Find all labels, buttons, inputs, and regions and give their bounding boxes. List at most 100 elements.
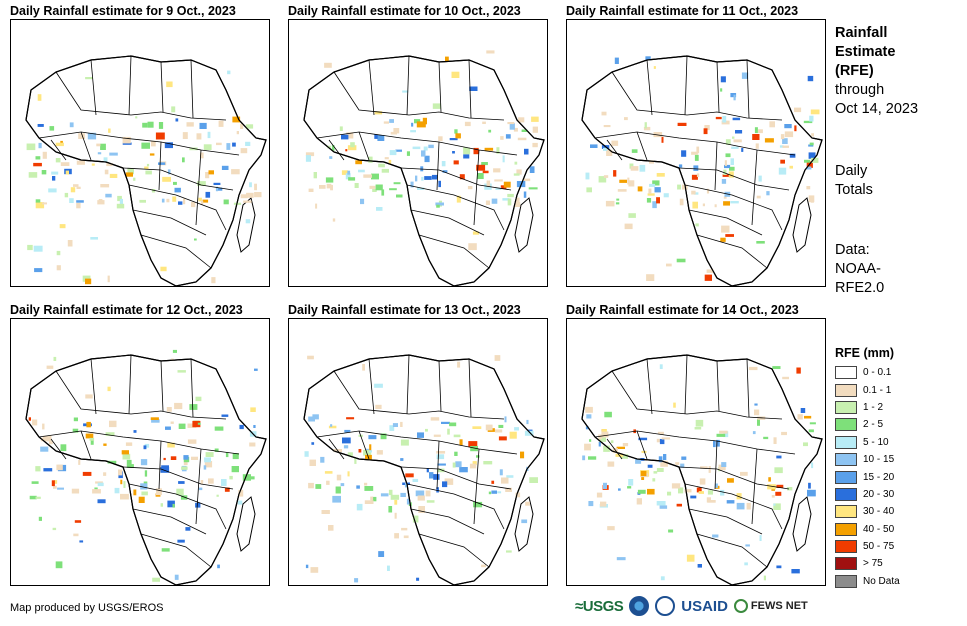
rainfall-cell [356,503,363,511]
rainfall-cell [524,430,534,436]
rainfall-map[interactable] [288,19,548,287]
rainfall-map[interactable] [566,318,826,586]
rainfall-cell [126,464,134,468]
rainfall-cell [627,486,632,489]
panel-title: Daily Rainfall estimate for 14 Oct., 202… [566,303,799,317]
rainfall-cell [532,142,538,148]
africa-map-svg [581,354,823,585]
rainfall-cell [454,129,458,134]
rainfall-cell [663,193,669,198]
legend-item: No Data [835,573,945,590]
coastline [25,354,267,585]
country-border [316,430,518,455]
rainfall-cell [809,142,814,146]
rainfall-cell [372,188,377,192]
rainfall-cell [133,430,137,433]
rainfall-cell [65,170,69,175]
rainfall-cell [144,166,149,170]
rainfall-cell [199,122,207,129]
rainfall-cell [240,194,248,199]
rainfall-cell [28,417,31,421]
rainfall-cell [763,436,769,440]
rainfall-cell [509,123,515,130]
rainfall-map[interactable] [566,19,826,287]
rainfall-cell [205,172,210,179]
rainfall-map[interactable] [10,318,270,586]
legend-swatch [835,366,857,380]
legend-label: 5 - 10 [863,436,889,448]
rainfall-cell [704,125,710,131]
rainfall-cell [459,467,468,473]
rainfall-cell [723,201,730,206]
rainfall-cell [721,225,730,233]
country-border [646,55,750,119]
legend-label: 10 - 15 [863,454,895,466]
madagascar-outline [514,197,534,253]
rainfall-cell [811,133,814,137]
rainfall-cell [189,404,198,410]
rainfall-cell [143,445,147,450]
rainfall-cell [808,152,816,159]
rainfall-cell [645,56,651,61]
rainfall-cell [354,578,359,583]
country-border [611,71,783,121]
rainfall-cell [374,134,378,139]
rainfall-cell [721,462,727,467]
rainfall-cell [346,417,355,420]
rainfall-cell [177,539,185,543]
rainfall-cell [455,461,462,468]
rainfall-map[interactable] [288,318,548,586]
coastline [581,55,823,286]
rainfall-cell [522,178,531,182]
rainfall-cell [195,396,202,402]
rainfall-cell [436,454,445,460]
map-panel-oct-9: Daily Rainfall estimate for 9 Oct., 2023 [10,3,272,293]
rainfall-cell [227,70,231,75]
rainfall-cell [619,179,627,183]
rainfall-cell [374,383,383,388]
rainfall-cell [778,167,787,175]
rainfall-cell [118,469,123,476]
rainfall-cell [41,170,47,175]
rainfall-cell [438,136,443,142]
rainfall-cell [723,196,727,199]
rainfall-cell [773,503,781,510]
rainfall-cell [773,503,776,506]
rainfall-cell [781,431,787,436]
rainfall-cell [660,576,665,581]
legend-swatch [835,505,857,519]
rainfall-cell [727,478,734,483]
rainfall-cell [507,122,515,125]
rainfall-cell [700,466,708,469]
rainfall-cell [515,197,520,204]
rainfall-cell [746,502,751,510]
rainfall-cell [216,187,223,191]
rainfall-cell [310,567,319,573]
rainfall-cell [49,126,55,131]
rainfall-cell [356,485,360,489]
rainfall-cell [389,425,395,431]
rainfall-map[interactable] [10,19,270,287]
rainfall-cell [358,169,365,173]
rainfall-cell [76,200,84,203]
rainfall-cell [90,439,94,445]
rainfall-cell [630,166,639,171]
rainfall-cell [389,150,397,156]
fews-net-text: FEWS NET [750,600,808,612]
rainfall-cell [514,202,521,207]
rainfall-cell [85,394,93,399]
legend-swatch [835,557,857,571]
rainfall-cell [752,431,756,435]
rainfall-cell [218,120,224,127]
rainfall-cell [722,174,730,177]
rainfall-cell [659,364,663,369]
rainfall-cell [42,151,47,159]
rainfall-cell [500,185,507,189]
rainfall-cell [605,200,615,207]
rainfall-cell [328,425,337,429]
rainfall-cell [339,126,343,131]
rainfall-cell [532,126,538,133]
country-border [684,184,783,231]
rainfall-cell [156,488,162,496]
rainfall-cell [624,117,628,121]
